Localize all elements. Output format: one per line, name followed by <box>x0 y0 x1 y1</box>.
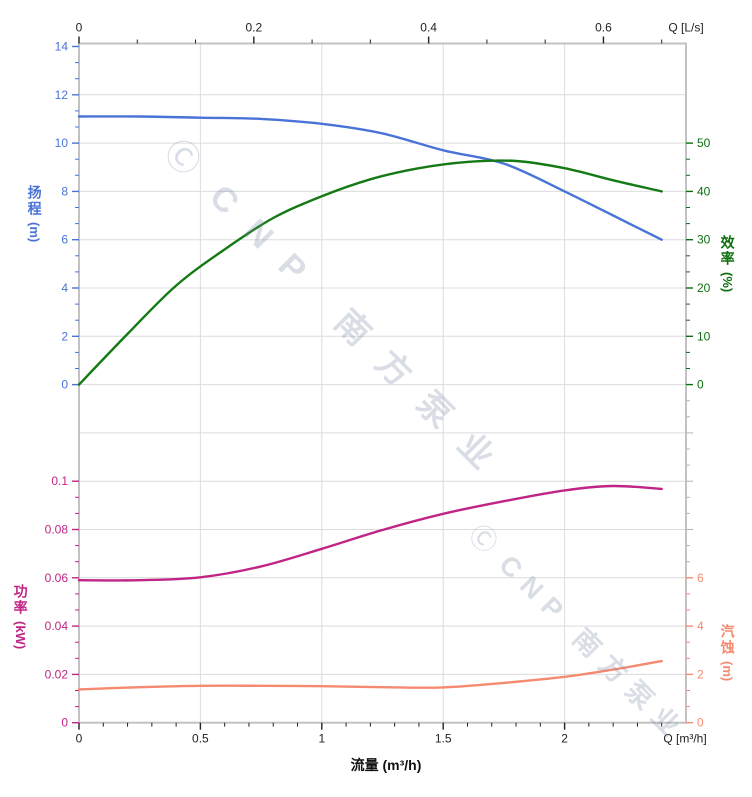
svg-text:6: 6 <box>61 233 68 247</box>
svg-text:12: 12 <box>55 88 69 102</box>
axis-unit-text: (m) <box>27 222 43 243</box>
svg-text:0: 0 <box>76 21 83 35</box>
svg-text:0.02: 0.02 <box>45 667 69 681</box>
svg-text:40: 40 <box>697 184 711 198</box>
svg-text:0: 0 <box>61 378 68 392</box>
top-axis-labels: 0 0.2 0.4 0.6 Q [L/s] <box>76 21 704 35</box>
svg-text:1.5: 1.5 <box>435 732 452 746</box>
axis-unit-text: (kW) <box>13 621 29 650</box>
svg-text:0.08: 0.08 <box>45 523 69 537</box>
svg-text:30: 30 <box>697 233 711 247</box>
svg-text:10: 10 <box>55 136 69 150</box>
power-axis-ticks <box>72 480 79 724</box>
svg-text:4: 4 <box>61 281 68 295</box>
svg-text:0.2: 0.2 <box>245 21 262 35</box>
svg-text:50: 50 <box>697 136 711 150</box>
svg-text:1: 1 <box>318 732 325 746</box>
head_curve <box>77 115 663 241</box>
npsh-axis-ticks <box>686 577 693 724</box>
bottom-axis <box>78 722 663 730</box>
svg-text:0: 0 <box>697 378 704 392</box>
npsh-axis-labels: 6 4 2 0 <box>697 571 704 730</box>
svg-text:20: 20 <box>697 281 711 295</box>
power-axis-title: 功率 (kW) <box>12 584 29 650</box>
npsh-axis-title: 汽蚀 (m) <box>719 624 736 682</box>
svg-text:14: 14 <box>55 40 69 54</box>
npsh_curve <box>77 659 663 691</box>
power_curve <box>77 484 663 582</box>
svg-text:0: 0 <box>76 732 83 746</box>
bottom-axis-labels: 0 0.5 1 1.5 2 Q [m³/h] <box>76 732 707 746</box>
svg-text:0.6: 0.6 <box>595 21 612 35</box>
right-axis-gap-ticks <box>686 400 693 563</box>
head-axis-labels: 14 12 10 8 6 4 2 0 <box>55 40 69 392</box>
svg-text:0.5: 0.5 <box>192 732 209 746</box>
top-axis <box>78 36 663 44</box>
axis-title-text: 功率 <box>12 584 29 616</box>
svg-text:8: 8 <box>61 184 68 198</box>
head-axis-title: 扬程 (m) <box>26 185 43 243</box>
axis-title-text: 扬程 <box>26 185 43 217</box>
svg-text:2: 2 <box>561 732 568 746</box>
efficiency-axis-ticks <box>686 142 693 386</box>
svg-text:2: 2 <box>697 667 704 681</box>
efficiency_curve <box>77 159 663 386</box>
svg-text:10: 10 <box>697 329 711 343</box>
svg-text:0.06: 0.06 <box>45 571 69 585</box>
svg-text:Q [L/s]: Q [L/s] <box>668 21 703 35</box>
svg-text:Q [m³/h]: Q [m³/h] <box>663 732 706 746</box>
axis-unit-text: (%) <box>720 272 736 293</box>
svg-text:2: 2 <box>61 329 68 343</box>
head-axis-ticks <box>72 45 79 386</box>
power-axis-labels: 0.1 0.08 0.06 0.04 0.02 0 <box>45 474 69 730</box>
axis-title-text: 效率 <box>719 235 736 267</box>
svg-text:4: 4 <box>697 619 704 633</box>
svg-text:6: 6 <box>697 571 704 585</box>
axis-unit-text: (m) <box>720 661 736 682</box>
svg-text:0: 0 <box>697 716 704 730</box>
svg-text:0.1: 0.1 <box>51 474 68 488</box>
efficiency-axis-title: 效率 (%) <box>719 235 736 293</box>
efficiency-axis-labels: 50 40 30 20 10 0 <box>697 136 711 392</box>
svg-text:0: 0 <box>61 716 68 730</box>
svg-text:0.04: 0.04 <box>45 619 69 633</box>
axis-title-text: 汽蚀 <box>719 624 736 656</box>
flow-axis-title: 流量 (m³/h) <box>350 757 422 773</box>
svg-text:0.4: 0.4 <box>420 21 437 35</box>
